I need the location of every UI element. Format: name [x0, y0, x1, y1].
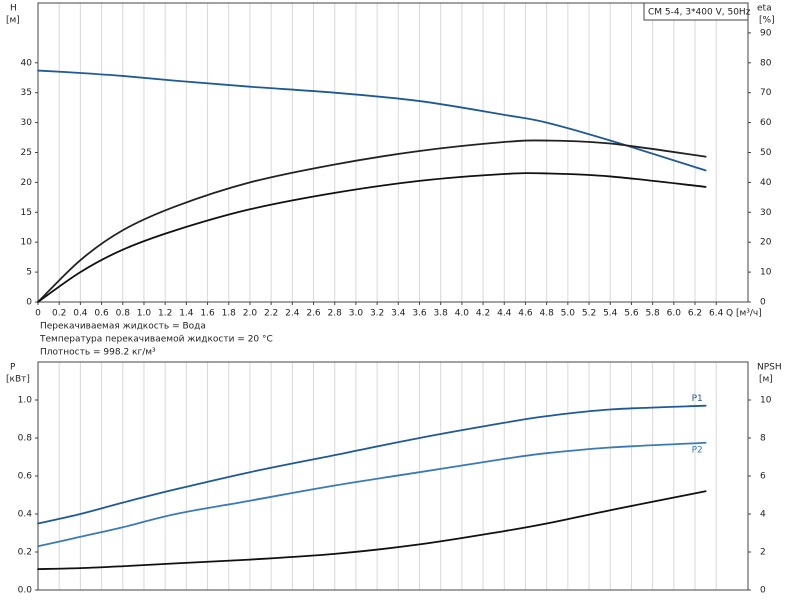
y2-tick-label: 80 [760, 58, 772, 68]
y-axis-unit: [кВт] [6, 375, 30, 385]
y2-tick-label: 4 [760, 510, 766, 520]
y2-tick-label: 40 [760, 178, 772, 188]
x-tick-label: 3.2 [370, 309, 384, 319]
x-tick-label: 4.6 [518, 309, 533, 319]
y-axis-title: H [10, 4, 17, 14]
curve [37, 69, 707, 172]
y2-tick-label: 90 [760, 28, 772, 38]
curve [37, 139, 707, 303]
x-tick-label: 6.0 [667, 309, 682, 319]
x-tick-label: 3.8 [434, 309, 449, 319]
x-tick-label: 5.0 [561, 309, 576, 319]
y-axis-unit: [м] [6, 16, 20, 26]
curve [37, 441, 707, 548]
x-tick-label: 1.8 [222, 309, 237, 319]
y2-axis-title: NPSH [757, 363, 782, 373]
note: Плотность = 998.2 кг/м³ [40, 348, 156, 358]
y2-tick-label: 20 [760, 238, 772, 248]
x-tick-label: 0.8 [116, 309, 131, 319]
y-tick-label: 20 [21, 178, 33, 188]
curve [37, 404, 707, 525]
y-tick-label: 40 [21, 58, 33, 68]
y2-tick-label: 8 [760, 434, 766, 444]
y-tick-label: 0 [26, 298, 32, 308]
curve [37, 490, 707, 570]
y2-tick-label: 0 [760, 586, 766, 596]
x-tick-label: 2.2 [264, 309, 278, 319]
y2-tick-label: 10 [760, 396, 772, 406]
x-tick-label: 1.0 [137, 309, 152, 319]
y-tick-label: 15 [21, 208, 32, 218]
x-tick-label: 0 [35, 309, 41, 319]
y-tick-label: 1.0 [18, 396, 33, 406]
y-tick-label: 0.8 [18, 434, 33, 444]
y-tick-label: 10 [21, 238, 33, 248]
x-tick-label: 6.4 [709, 309, 724, 319]
y2-tick-label: 30 [760, 208, 772, 218]
y2-tick-label: 0 [760, 298, 766, 308]
y-tick-label: 0.0 [18, 586, 33, 596]
x-tick-label: 4.4 [497, 309, 512, 319]
plot-frame [37, 2, 749, 303]
x-axis-title: Q [м³/ч] [726, 309, 762, 319]
y2-tick-label: 6 [760, 472, 766, 482]
y-tick-label: 0.6 [18, 472, 33, 482]
y-tick-label: 30 [21, 118, 33, 128]
y-tick-label: 35 [21, 88, 32, 98]
x-tick-label: 6.2 [688, 309, 702, 319]
x-tick-label: 2.8 [328, 309, 343, 319]
x-tick-label: 2.6 [306, 309, 321, 319]
y2-tick-label: 60 [760, 118, 772, 128]
y2-tick-label: 70 [760, 88, 772, 98]
y-tick-label: 0.2 [18, 548, 32, 558]
x-tick-label: 5.6 [624, 309, 639, 319]
x-tick-label: 1.2 [158, 309, 172, 319]
curve [37, 172, 707, 303]
y-tick-label: 25 [21, 148, 32, 158]
chart-title: CM 5-4, 3*400 V, 50Hz [648, 8, 751, 18]
y2-tick-label: 10 [760, 268, 772, 278]
y2-axis-unit: [м] [759, 375, 773, 385]
y2-tick-label: 2 [760, 548, 766, 558]
y2-axis-title: eta [757, 4, 772, 14]
x-tick-label: 4.8 [539, 309, 554, 319]
x-tick-label: 1.4 [179, 309, 194, 319]
x-tick-label: 0.4 [73, 309, 88, 319]
series-label: P1 [692, 394, 703, 404]
y2-axis-unit: [%] [759, 16, 775, 26]
note: Температура перекачиваемой жидкости = 20… [39, 335, 273, 345]
x-tick-label: 1.6 [200, 309, 215, 319]
x-tick-label: 4.2 [476, 309, 490, 319]
x-tick-label: 5.8 [645, 309, 660, 319]
title-box [643, 2, 749, 21]
y-tick-label: 5 [26, 268, 32, 278]
x-tick-label: 0.6 [94, 309, 109, 319]
note: Перекачиваемая жидкость = Вода [40, 322, 206, 332]
x-tick-label: 2.4 [285, 309, 300, 319]
x-tick-label: 5.4 [603, 309, 618, 319]
y2-tick-label: 50 [760, 148, 772, 158]
y-tick-label: 0.4 [18, 510, 33, 520]
y-axis-title: P [10, 363, 16, 373]
series-label: P2 [692, 445, 703, 455]
x-tick-label: 0.2 [52, 309, 66, 319]
x-tick-label: 3.6 [412, 309, 427, 319]
x-tick-label: 4.0 [455, 309, 470, 319]
x-tick-label: 3.4 [391, 309, 406, 319]
x-tick-label: 3.0 [349, 309, 364, 319]
x-tick-label: 2.0 [243, 309, 258, 319]
x-tick-label: 5.2 [582, 309, 596, 319]
